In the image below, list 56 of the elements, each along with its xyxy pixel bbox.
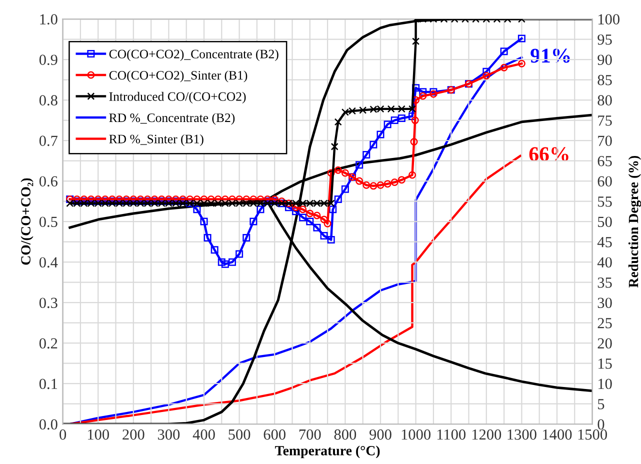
y-tick-label: 0.5 (39, 216, 58, 228)
legend-label: CO(CO+CO2)_Concentrate (B2) (109, 49, 278, 61)
y2-tick-label: 55 (598, 196, 612, 207)
legend-label: RD %_Concentrate (B2) (109, 113, 235, 125)
y2-tick-label: 75 (598, 116, 612, 126)
y-tick-label: 0.3 (39, 298, 58, 308)
y2-tick-label: 100 (598, 14, 620, 24)
legend-label: CO(CO+CO2)_Sinter (B1) (109, 70, 248, 82)
y2-tick-label: 65 (598, 156, 612, 166)
x-tick-label: 1500 (578, 429, 607, 440)
y-axis-title: CO/(CO+CO₂) (20, 178, 34, 265)
y2-tick-label: 35 (598, 278, 612, 288)
x-tick-label: 1400 (543, 429, 572, 440)
y2-tick-label: 85 (598, 74, 612, 86)
y2-tick-label: 80 (598, 95, 612, 106)
y2-tick-label: 10 (598, 378, 612, 390)
y2-tick-label: 60 (598, 176, 612, 187)
y2-tick-label: 70 (598, 136, 612, 146)
y2-tick-label: 50 (598, 216, 612, 228)
y-tick-label: 0.0 (39, 419, 58, 430)
y-tick-label: 0.2 (39, 338, 58, 349)
x-tick-label: 1200 (472, 429, 502, 440)
x-axis-title: Temperature (°C) (275, 446, 380, 458)
x-tick-label: 700 (299, 429, 321, 440)
y2-tick-label: 5 (598, 399, 604, 410)
x-tick-label: 100 (88, 429, 109, 440)
legend-label: Introduced CO/(CO+CO2) (109, 92, 246, 104)
x-tick-label: 400 (192, 429, 215, 440)
x-tick-label: 600 (264, 429, 286, 440)
legend-label: RD %_Sinter (B1) (109, 134, 204, 146)
y2-tick-label: 45 (597, 237, 612, 248)
x-tick-label: 1300 (508, 429, 536, 440)
y2-tick-label: 0 (598, 419, 604, 430)
y-tick-label: 0.8 (39, 95, 58, 106)
y-tick-label: 0.7 (39, 136, 58, 146)
x-tick-label: 500 (228, 429, 250, 440)
x-tick-label: 800 (334, 429, 356, 440)
x-tick-label: 200 (122, 429, 144, 440)
y2-tick-label: 25 (598, 318, 612, 328)
y2-tick-label: 15 (598, 358, 612, 369)
x-tick-label: 0 (60, 429, 66, 440)
x-tick-label: 300 (158, 429, 180, 440)
y2-tick-label: 95 (598, 34, 612, 45)
y-tick-label: 1.0 (40, 14, 58, 25)
y2-tick-label: 40 (597, 257, 612, 268)
x-tick-label: 900 (370, 429, 392, 440)
y-tick-label: 0.4 (39, 257, 58, 268)
y2-tick-label: 20 (598, 338, 612, 349)
y-tick-label: 0.6 (39, 176, 58, 187)
x-tick-label: 1100 (437, 429, 466, 440)
y-tick-label: 0.9 (39, 54, 58, 66)
y2-axis-title: Reduction Degree (%) (628, 156, 641, 288)
x-tick-label: 1000 (402, 429, 430, 440)
y-tick-label: 0.1 (39, 378, 58, 390)
y2-tick-label: 90 (598, 54, 612, 65)
y2-tick-label: 30 (598, 298, 612, 308)
